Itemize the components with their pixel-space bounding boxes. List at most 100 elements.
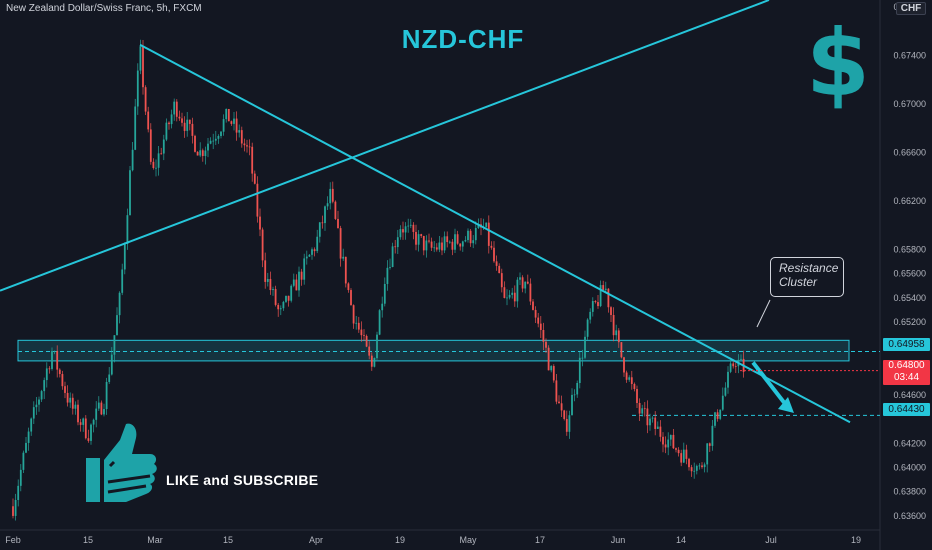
y-tick-label: 0.65800: [893, 244, 926, 254]
candle-body: [360, 329, 363, 336]
candle-body: [589, 311, 592, 320]
candle-body: [680, 453, 683, 463]
candle-body: [121, 269, 124, 293]
candle-body: [519, 277, 521, 280]
candle-body: [394, 246, 397, 248]
candle-body: [669, 434, 672, 440]
candle-body: [508, 294, 511, 298]
candle-body: [43, 380, 46, 392]
candle-body: [649, 418, 651, 426]
candle-body: [373, 358, 376, 367]
x-tick-label: Mar: [147, 535, 163, 545]
x-tick-label: 15: [223, 535, 233, 545]
resistance-zone: [17, 339, 850, 362]
candle-body: [79, 422, 82, 425]
candle-body: [235, 118, 238, 133]
candle-body: [461, 241, 464, 247]
candle-body: [170, 114, 173, 125]
candle-body: [58, 369, 61, 375]
candle-body: [25, 442, 27, 453]
candle-body: [282, 301, 285, 309]
candle-body: [493, 247, 495, 262]
candle-body: [386, 267, 389, 284]
candle-body: [659, 426, 662, 437]
candle-body: [698, 465, 701, 467]
candle-body: [227, 108, 230, 122]
candle-body: [690, 467, 693, 472]
candle-body: [212, 140, 215, 142]
candle-body: [485, 222, 488, 227]
current-price-tag[interactable]: 0.64800 03:44: [883, 360, 930, 385]
candle-body: [682, 449, 685, 463]
candle-body: [144, 87, 147, 112]
candle-body: [555, 380, 558, 402]
candle-body: [417, 234, 420, 245]
candle-body: [695, 465, 698, 471]
candle-body: [438, 242, 441, 250]
y-tick-label: 0.66600: [893, 148, 926, 158]
candle-body: [90, 424, 92, 441]
candle-body: [305, 256, 308, 259]
candle-body: [363, 335, 365, 336]
candle-body: [71, 397, 74, 409]
chart-title-annotation: NZD-CHF: [0, 24, 932, 55]
candle-body: [454, 234, 456, 250]
candle-body: [503, 287, 506, 298]
candle-body: [183, 122, 186, 131]
candle-body: [69, 397, 72, 403]
candle-body: [64, 386, 66, 393]
candle-body: [524, 281, 527, 289]
candle-body: [108, 374, 111, 382]
callout-pointer: [756, 299, 771, 328]
candle-body: [355, 322, 358, 324]
candle-body: [162, 139, 165, 154]
upper-level-tag[interactable]: 0.64958: [883, 338, 930, 351]
candle-body: [139, 46, 142, 71]
candle-body: [352, 305, 355, 324]
candle-body: [110, 354, 113, 375]
candle-body: [604, 288, 607, 290]
candle-body: [134, 106, 137, 150]
candle-body: [719, 409, 722, 419]
projection-arrow-head: [778, 396, 794, 413]
currency-badge[interactable]: CHF: [896, 2, 926, 15]
candle-body: [552, 366, 555, 381]
lower-level-tag[interactable]: 0.64430: [883, 403, 930, 416]
candle-body: [240, 130, 243, 144]
candle-body: [521, 277, 524, 289]
candle-body: [230, 121, 233, 124]
candle-body: [92, 419, 95, 425]
bar-countdown: 03:44: [893, 372, 920, 383]
candle-body: [433, 247, 436, 249]
candle-body: [404, 226, 407, 233]
candle-body: [428, 240, 430, 242]
y-tick-label: 0.65400: [893, 293, 926, 303]
candle-body: [443, 236, 446, 251]
x-tick-label: 19: [851, 535, 861, 545]
candle-body: [638, 402, 641, 414]
candle-body: [654, 417, 657, 429]
y-tick-label: 0.64000: [893, 462, 926, 472]
candle-body: [422, 235, 425, 251]
candle-body: [292, 279, 295, 286]
candle-body: [672, 434, 675, 449]
candle-body: [84, 418, 87, 439]
candle-body: [173, 101, 176, 115]
candle-body: [602, 285, 605, 290]
resistance-callout: Resistance Cluster: [770, 257, 844, 297]
candle-body: [534, 309, 537, 318]
candle-body: [97, 402, 100, 409]
candle-body: [545, 341, 547, 348]
candle-body: [303, 258, 306, 280]
x-tick-label: Apr: [309, 535, 323, 545]
candle-body: [740, 358, 742, 360]
candle-body: [48, 368, 51, 370]
candle-body: [217, 136, 220, 139]
candle-body: [539, 323, 542, 330]
current-price-value: 0.64800: [888, 360, 925, 371]
y-tick-label: 0.65200: [893, 317, 926, 327]
x-tick-label: Feb: [5, 535, 21, 545]
candle-body: [599, 285, 602, 307]
candle-body: [27, 431, 30, 443]
